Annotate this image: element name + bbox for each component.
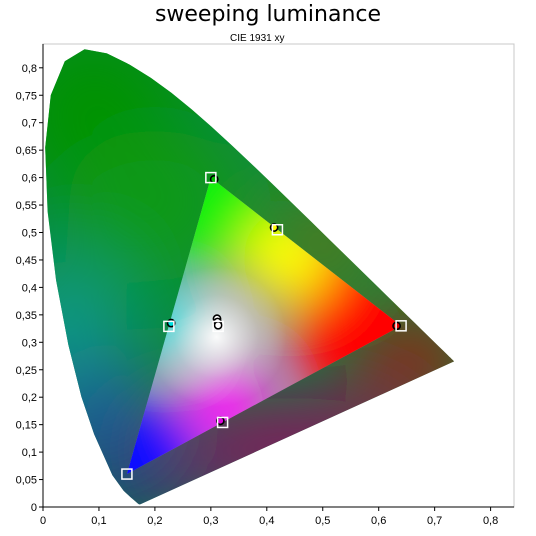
y-tick-label: 0 [31, 502, 37, 514]
y-tick-label: 0,2 [22, 392, 37, 404]
locus-shade-2 [45, 259, 127, 392]
y-tick-label: 0,3 [22, 337, 37, 349]
target-square-blue [121, 468, 133, 480]
target-square-magenta [216, 416, 229, 429]
x-tick-label: 0 [40, 515, 46, 527]
y-tick-label: 0,65 [16, 145, 37, 157]
y-tick-label: 0,6 [22, 173, 37, 185]
chart-title: sweeping luminance [154, 2, 382, 27]
y-tick-label: 0,7 [22, 118, 37, 130]
y-tick-label: 0,15 [16, 420, 37, 432]
x-tick-label: 0,1 [91, 515, 106, 527]
y-tick-label: 0,35 [16, 310, 37, 322]
gamut-shade-2 [126, 395, 206, 475]
y-tick-label: 0,5 [22, 228, 37, 240]
axes: 0 0,1 0,2 0,3 0,4 0,5 0,6 0,7 0,8 0 0,05 0,1 0,15 0,2… [16, 44, 514, 527]
y-tick-label: 0,45 [16, 255, 37, 267]
target-square-red [395, 320, 407, 332]
gamut-white-point [146, 266, 287, 407]
y-tick-label: 0,4 [22, 282, 37, 294]
x-tick-label: 0,4 [259, 515, 274, 527]
target-square-green [205, 171, 217, 184]
target-square-yellow [271, 224, 284, 236]
y-tick-label: 0,55 [16, 200, 37, 212]
y-tick-label: 0,05 [16, 475, 37, 487]
y-tick-label: 0,75 [16, 90, 37, 102]
y-tick-label: 0,1 [22, 447, 37, 459]
x-tick-label: 0,5 [315, 515, 330, 527]
x-tick-label: 0,2 [147, 515, 162, 527]
x-tick-label: 0,7 [427, 515, 442, 527]
x-tick-label: 0,8 [483, 515, 498, 527]
x-tick-label: 0,6 [371, 515, 386, 527]
x-tick-label: 0,3 [203, 515, 218, 527]
y-tick-label: 0,25 [16, 365, 37, 377]
y-tick-label: 0,8 [22, 63, 37, 75]
target-square-white [212, 320, 224, 333]
markers [121, 171, 407, 480]
target-square-cyan [163, 320, 175, 333]
measured-point-green [209, 174, 219, 184]
chart-subtitle: CIE 1931 xy [230, 33, 285, 44]
measured-point-white-3 [213, 320, 223, 330]
